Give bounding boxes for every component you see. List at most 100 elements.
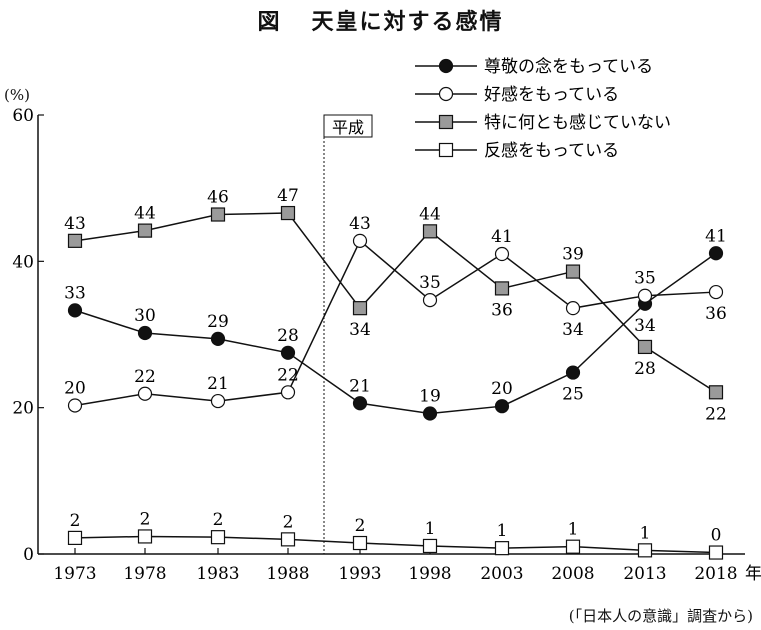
data-point-favorable <box>210 393 226 409</box>
data-label-respect: 25 <box>562 385 584 405</box>
data-point-respect <box>280 345 296 360</box>
source-note: (「日本人の意識」調査から) <box>568 607 753 625</box>
data-point-respect <box>67 303 83 318</box>
data-point-antipathy <box>67 530 83 546</box>
x-tick-label: 1973 <box>53 564 96 584</box>
data-label-respect: 28 <box>277 326 299 346</box>
data-point-antipathy <box>422 538 438 554</box>
y-unit-label: (%) <box>4 86 30 104</box>
series-line-antipathy <box>74 535 717 554</box>
data-point-respect <box>137 325 153 341</box>
data-label-favorable: 34 <box>562 320 584 340</box>
data-label-respect: 41 <box>705 226 727 246</box>
x-tick-label: 1978 <box>123 564 166 584</box>
data-point-antipathy <box>210 530 226 545</box>
chart-title: 図 天皇に対する感情 <box>0 4 761 36</box>
data-point-respect <box>708 246 724 261</box>
data-label-indifferent: 34 <box>349 320 371 340</box>
data-point-antipathy <box>280 532 296 547</box>
data-label-antipathy: 1 <box>568 520 579 540</box>
series-line-favorable <box>74 239 717 407</box>
data-point-indifferent <box>67 233 83 248</box>
data-label-respect: 34 <box>634 316 656 336</box>
data-label-indifferent: 36 <box>491 300 513 320</box>
data-point-respect <box>422 406 438 421</box>
data-label-favorable: 35 <box>634 269 656 289</box>
x-tick-label: 2003 <box>480 564 523 584</box>
legend-label-favorable: 好感をもっている <box>484 85 619 105</box>
data-label-indifferent: 46 <box>207 188 229 208</box>
y-tick-label: 40 <box>12 252 34 272</box>
data-label-antipathy: 1 <box>425 519 436 539</box>
data-point-respect <box>352 396 368 411</box>
data-label-respect: 19 <box>419 387 441 407</box>
data-point-favorable <box>280 385 296 400</box>
data-label-indifferent: 39 <box>562 245 584 265</box>
legend-marker-respect <box>438 58 454 74</box>
x-tick-label: 1988 <box>266 564 309 584</box>
data-label-favorable: 35 <box>419 273 441 293</box>
data-point-favorable <box>708 284 724 300</box>
data-label-favorable: 21 <box>207 374 229 394</box>
era-label-box <box>323 114 373 138</box>
y-tick-label: 20 <box>12 399 34 419</box>
data-label-favorable: 20 <box>64 378 86 398</box>
x-tick-label: 1998 <box>408 564 451 584</box>
y-tick-label: 60 <box>12 106 34 126</box>
data-label-indifferent: 44 <box>419 204 441 224</box>
data-label-antipathy: 1 <box>640 523 651 543</box>
chart-title-text: 天皇に対する感情 <box>311 10 504 35</box>
legend-marker-antipathy <box>438 142 454 158</box>
data-label-antipathy: 0 <box>711 526 722 546</box>
data-point-indifferent <box>137 223 153 238</box>
data-label-favorable: 41 <box>491 227 513 247</box>
figure-label: 図 <box>257 10 282 35</box>
x-tick-label: 2018 <box>694 564 737 584</box>
data-label-indifferent: 47 <box>277 186 299 206</box>
legend-label-indifferent: 特に何とも感じていない <box>484 113 671 133</box>
data-point-favorable <box>494 246 510 262</box>
data-point-indifferent <box>422 224 438 239</box>
data-label-indifferent: 28 <box>634 359 656 379</box>
data-point-indifferent <box>494 281 510 296</box>
data-label-antipathy: 1 <box>497 521 508 541</box>
data-label-antipathy: 2 <box>70 511 81 531</box>
data-label-antipathy: 2 <box>140 509 151 529</box>
data-label-respect: 30 <box>134 306 156 326</box>
data-label-indifferent: 43 <box>64 214 86 234</box>
data-point-respect <box>494 399 510 414</box>
data-point-favorable <box>67 398 83 413</box>
data-point-favorable <box>352 233 368 248</box>
data-point-indifferent <box>280 205 296 221</box>
data-label-antipathy: 2 <box>213 510 224 530</box>
data-point-respect <box>565 365 581 380</box>
data-point-antipathy <box>352 535 368 551</box>
data-label-favorable: 22 <box>277 365 299 385</box>
legend-marker-indifferent <box>438 114 454 130</box>
data-label-favorable: 22 <box>134 367 156 387</box>
data-label-indifferent: 22 <box>705 404 727 424</box>
data-point-antipathy <box>708 545 724 560</box>
data-label-respect: 33 <box>64 283 86 303</box>
data-point-indifferent <box>637 339 653 355</box>
series-line-indifferent <box>74 212 717 393</box>
series-line-respect <box>74 252 717 415</box>
data-point-indifferent <box>352 301 368 316</box>
data-point-indifferent <box>708 385 724 400</box>
x-tick-label: 2013 <box>623 564 666 584</box>
data-label-indifferent: 44 <box>134 204 156 224</box>
x-tick-label: 2008 <box>551 564 594 584</box>
y-tick-label: 0 <box>23 545 34 565</box>
x-axis-suffix: 年 <box>745 564 761 584</box>
data-point-favorable <box>565 301 581 316</box>
legend-label-respect: 尊敬の念をもっている <box>484 56 653 77</box>
legend-label-antipathy: 反感をもっている <box>484 141 619 161</box>
data-label-antipathy: 2 <box>283 512 294 532</box>
x-tick-label: 1993 <box>338 564 381 584</box>
data-point-indifferent <box>210 207 226 222</box>
data-point-indifferent <box>565 264 581 279</box>
data-point-antipathy <box>494 541 510 556</box>
data-point-antipathy <box>637 543 653 558</box>
data-label-respect: 29 <box>207 312 229 332</box>
